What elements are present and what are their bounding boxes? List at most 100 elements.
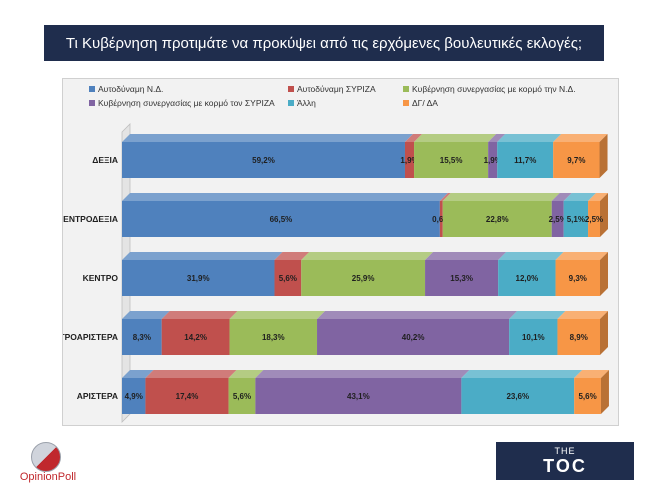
bar-segment-top bbox=[274, 252, 310, 260]
bar-segment bbox=[574, 370, 609, 414]
data-label: 4,9% bbox=[125, 392, 143, 401]
bar-segment-top bbox=[555, 252, 608, 260]
category-label: ΚΕΝΤΡΟΔΕΞΙΑ bbox=[63, 214, 118, 224]
bar-segment-top bbox=[122, 252, 283, 260]
legend-swatch-1 bbox=[89, 86, 95, 92]
bar-segment bbox=[145, 370, 237, 414]
bar-segment-top bbox=[461, 370, 583, 378]
data-label: 15,3% bbox=[450, 274, 473, 283]
bar-segment-top bbox=[404, 134, 423, 142]
bar-segment-front bbox=[551, 201, 564, 237]
bar-segment-front bbox=[122, 142, 405, 178]
bar-segment bbox=[425, 252, 507, 296]
bar-segment-front bbox=[497, 142, 554, 178]
bar-segment-front bbox=[317, 319, 510, 355]
bar-segment bbox=[274, 252, 310, 296]
bar-segment-front bbox=[563, 201, 589, 237]
bar-segment bbox=[161, 311, 238, 355]
bar-segment bbox=[228, 370, 264, 414]
bar-segment bbox=[442, 193, 560, 237]
category-label: ΔΕΞΙΑ bbox=[92, 155, 118, 165]
bar-segment-front bbox=[404, 142, 415, 178]
bar-segment-top bbox=[557, 311, 608, 319]
bar-segment-front bbox=[588, 201, 600, 237]
bar-segment-top bbox=[439, 193, 451, 201]
data-label: 11,7% bbox=[514, 156, 536, 165]
bar-end-face bbox=[600, 311, 608, 355]
bar-segment-top bbox=[509, 311, 566, 319]
bar-segment bbox=[551, 193, 572, 237]
bar-segment-front bbox=[498, 260, 556, 296]
data-label: 0,6% bbox=[432, 215, 450, 224]
bar-end-face bbox=[599, 134, 608, 178]
chart-title: Τι Κυβέρνηση προτιμάτε να προκύψει από τ… bbox=[44, 25, 604, 61]
bar-segment bbox=[414, 134, 497, 178]
thetoc-logo: THE TOC bbox=[496, 442, 634, 480]
bar-segment-top bbox=[488, 134, 506, 142]
stacked-bar-chart: Αυτοδύναμη Ν.Δ. Αυτοδύναμη ΣΥΡΙΖΑ Κυβέρνησ… bbox=[63, 84, 609, 423]
data-label: 66,5% bbox=[270, 215, 293, 224]
data-label: 10,1% bbox=[522, 333, 545, 342]
bar-segment bbox=[122, 193, 448, 237]
data-label: 22,8% bbox=[486, 215, 509, 224]
bar-segment bbox=[498, 252, 564, 296]
data-label: 5,6% bbox=[233, 392, 251, 401]
thetoc-logo-the: THE bbox=[554, 445, 576, 456]
data-label: 1,9% bbox=[484, 156, 502, 165]
data-label: 25,9% bbox=[352, 274, 375, 283]
data-label: 12,0% bbox=[516, 274, 539, 283]
bar-segment-front bbox=[122, 260, 275, 296]
data-label: 14,2% bbox=[184, 333, 207, 342]
bar-segment-front bbox=[553, 142, 600, 178]
bar-segment-top bbox=[228, 370, 264, 378]
bar-segment-front bbox=[122, 319, 162, 355]
bar-segment-top bbox=[122, 370, 154, 378]
bar-segment-front bbox=[122, 201, 440, 237]
bar-segment-front bbox=[122, 378, 146, 414]
bar-segment-front bbox=[439, 201, 443, 237]
bar-segment-front bbox=[557, 319, 600, 355]
bar-segment-front bbox=[229, 319, 318, 355]
bar-segment bbox=[122, 311, 170, 355]
bar-segment bbox=[557, 311, 608, 355]
data-label: 2,5% bbox=[585, 215, 603, 224]
bar-segment-front bbox=[574, 378, 601, 414]
bar-segment bbox=[122, 252, 283, 296]
legend-label-6: ΔΓ/ ΔΑ bbox=[412, 98, 438, 108]
bar-segment-top bbox=[414, 134, 497, 142]
bar-segment-front bbox=[228, 378, 256, 414]
data-label: 8,9% bbox=[570, 333, 588, 342]
bar-segment-front bbox=[425, 260, 499, 296]
bar-segment bbox=[317, 311, 518, 355]
bar-segment-top bbox=[317, 311, 518, 319]
opinionpoll-logo: OpinionPoll bbox=[8, 440, 88, 483]
data-label: 23,6% bbox=[506, 392, 529, 401]
bar-segment-top bbox=[122, 134, 413, 142]
bar-segment bbox=[555, 252, 608, 296]
bar-segment bbox=[509, 311, 566, 355]
bar-segment-front bbox=[255, 378, 462, 414]
data-label: 9,3% bbox=[569, 274, 587, 283]
bar-segment-top bbox=[145, 370, 237, 378]
bar-segment-front bbox=[488, 142, 498, 178]
bar-end-face bbox=[600, 252, 608, 296]
data-label: 15,5% bbox=[440, 156, 463, 165]
bar-segment-front bbox=[161, 319, 230, 355]
bar-segment bbox=[301, 252, 434, 296]
opinionpoll-logo-icon bbox=[31, 442, 61, 472]
bar-end-face bbox=[600, 370, 609, 414]
legend-swatch-2 bbox=[288, 86, 294, 92]
bar-segment-front bbox=[442, 201, 552, 237]
data-label: 43,1% bbox=[347, 392, 370, 401]
data-label: 1,9% bbox=[400, 156, 418, 165]
data-label: 9,7% bbox=[567, 156, 585, 165]
bar-segment bbox=[461, 370, 583, 414]
data-label: 18,3% bbox=[262, 333, 285, 342]
data-label: 31,9% bbox=[187, 274, 210, 283]
bar-segment bbox=[439, 193, 451, 237]
bar-segment-top bbox=[551, 193, 572, 201]
data-label: 17,4% bbox=[176, 392, 199, 401]
bar-segment bbox=[255, 370, 470, 414]
bar-segment bbox=[553, 134, 608, 178]
bar-segment-top bbox=[574, 370, 609, 378]
